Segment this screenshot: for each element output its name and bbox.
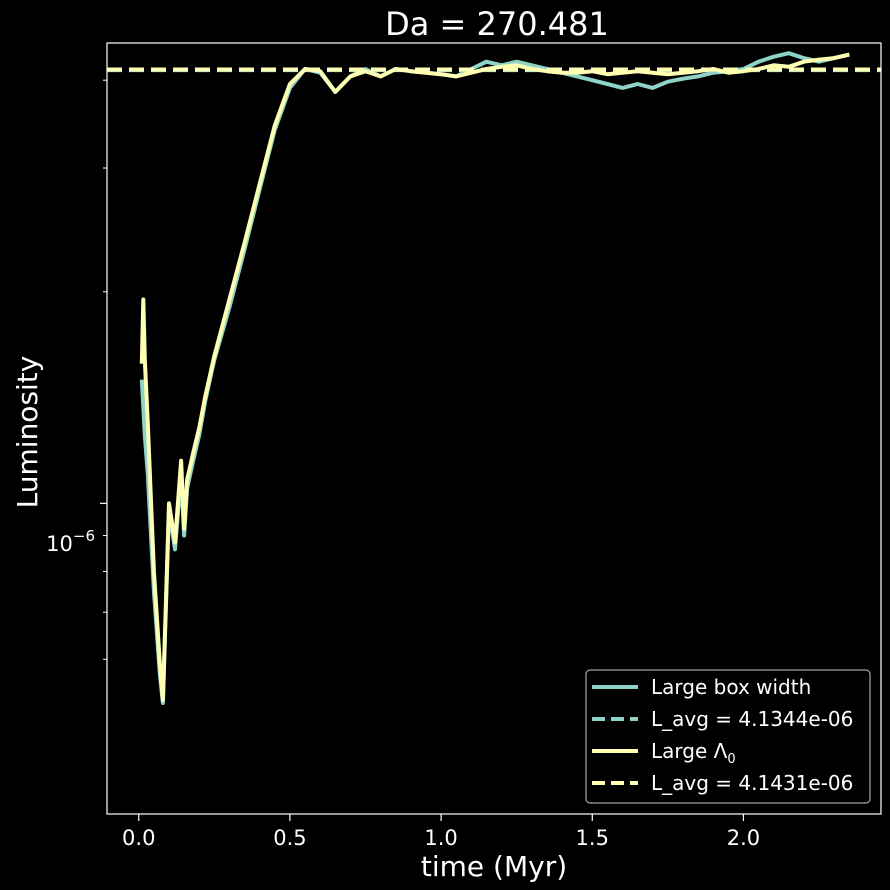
x-tick-label: 1.5: [576, 826, 609, 850]
x-tick-label: 0.5: [273, 826, 306, 850]
y-tick-label-exponent: −6: [73, 527, 95, 545]
chart-title: Da = 270.481: [385, 5, 609, 43]
x-axis-ticks: 0.0 0.5 1.0 1.5 2.0: [122, 814, 760, 850]
x-tick-label: 1.0: [424, 826, 457, 850]
legend-label-large-lambda: Large Λ0: [651, 739, 736, 767]
legend-label-lambda-sub: 0: [727, 752, 735, 767]
legend-label-box-average: L_avg = 4.1344e-06: [651, 707, 853, 731]
legend: Large box width L_avg = 4.1344e-06 Large…: [585, 669, 871, 804]
x-tick-label: 0.0: [122, 826, 155, 850]
legend-label-lambda-average: L_avg = 4.1431e-06: [651, 771, 853, 795]
series-layer: [107, 51, 881, 705]
y-axis-ticks: [100, 79, 107, 660]
x-tick-label: 2.0: [727, 826, 760, 850]
series-large-lambda: [139, 52, 850, 702]
legend-label-large-box-width: Large box width: [651, 675, 811, 699]
y-axis-label: Luminosity: [11, 356, 44, 509]
legend-label-lambda-base: Large Λ: [651, 739, 728, 763]
y-tick-label-1e-6: 10−6: [46, 527, 95, 556]
y-tick-label-base: 10: [46, 532, 73, 556]
axes-frame: [106, 42, 882, 815]
x-axis-label: time (Myr): [421, 850, 567, 883]
legend-frame: [585, 669, 871, 804]
